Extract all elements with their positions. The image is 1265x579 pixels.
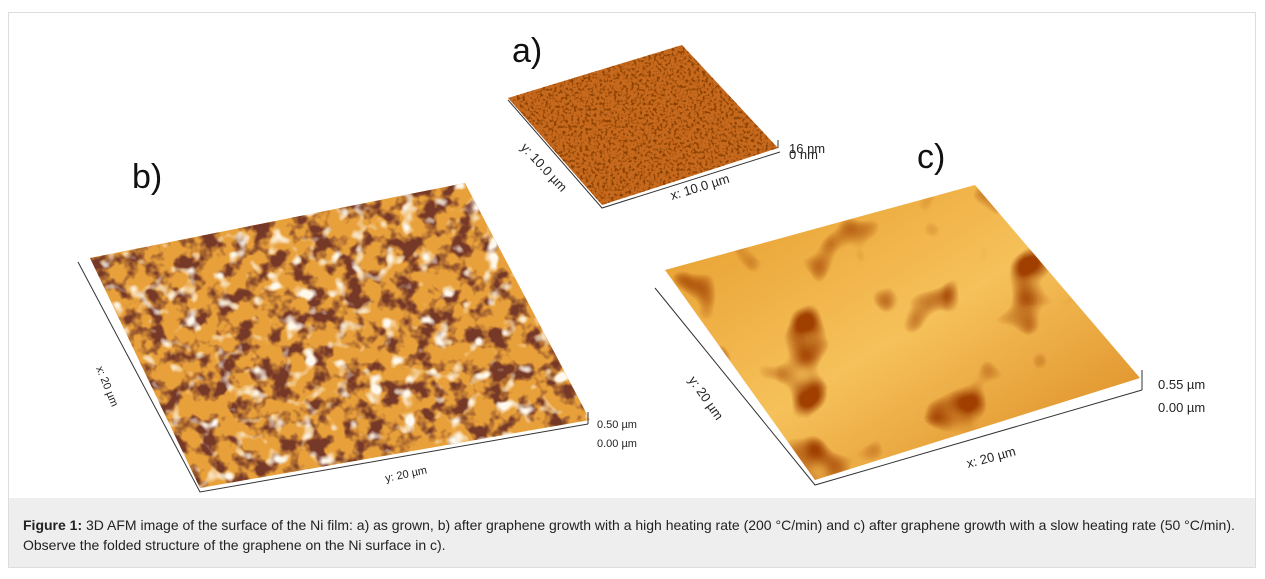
surface-highlight [80, 175, 600, 495]
axis-label: y: 20 µm [686, 373, 727, 423]
figure-image: a) y: 10.0 µm x: 10.0 µm 16 nm 0 nm b) x… [0, 0, 1265, 498]
panel-label: b) [132, 158, 162, 196]
panel-label: c) [917, 138, 945, 176]
scale-label: 0.50 µm [597, 419, 637, 431]
figure-caption: Figure 1: 3D AFM image of the surface of… [9, 498, 1255, 567]
caption-text: 3D AFM image of the surface of the Ni fi… [23, 517, 1235, 553]
scale-label: 0.00 µm [1158, 400, 1205, 415]
axis-label: y: 20 µm [384, 464, 428, 485]
axis-label: x: 20 µm [93, 365, 120, 409]
surface-texture [500, 40, 790, 210]
scale-label: 0.55 µm [1158, 377, 1205, 392]
scale-label: 0 nm [789, 147, 818, 162]
afm-panel-b: b) x: 20 µm y: 20 µm 0.50 µm 0.00 µm [78, 158, 637, 495]
surface-texture [655, 180, 1150, 485]
axis-label: x: 20 µm [965, 443, 1017, 470]
afm-panel-c: c) y: 20 µm x: 20 µm 0.55 µm 0.00 µm [655, 138, 1205, 485]
scale-label: 0.00 µm [597, 438, 637, 450]
caption-label: Figure 1: [23, 517, 82, 533]
page: a) y: 10.0 µm x: 10.0 µm 16 nm 0 nm b) x… [0, 0, 1265, 579]
afm-panel-a: a) y: 10.0 µm x: 10.0 µm 16 nm 0 nm [500, 32, 825, 210]
panel-label: a) [512, 32, 542, 70]
